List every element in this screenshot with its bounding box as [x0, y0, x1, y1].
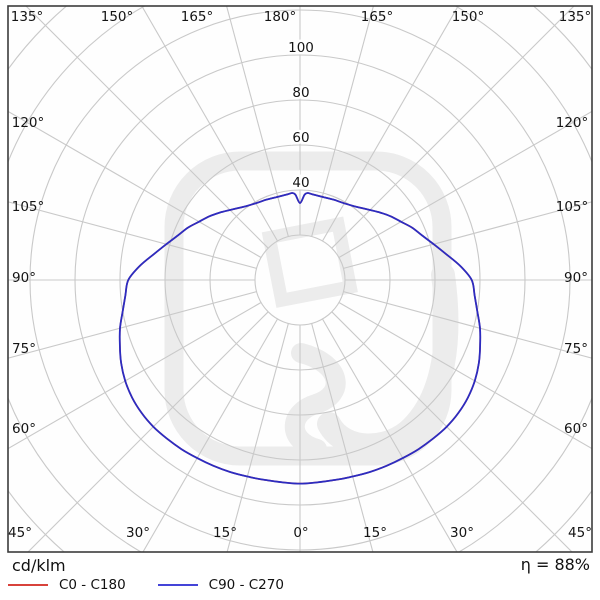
legend-line-c90-c270-swatch	[157, 584, 198, 586]
intensity-curves	[118, 192, 482, 485]
gamma-angle-label: 15°	[213, 525, 237, 541]
radial-scale-label: 60	[292, 130, 309, 146]
legend-label-c90-c270: C90 - C270	[208, 577, 284, 593]
intensity-curve-c90-c270	[118, 192, 482, 485]
gamma-angle-label: 135°	[11, 9, 44, 25]
gamma-angle-label: 135°	[559, 9, 592, 25]
legend: C0 - C180 C90 - C270	[8, 577, 316, 593]
gamma-angle-label: 180°	[264, 9, 297, 25]
gamma-angle-label: 150°	[101, 9, 134, 25]
radial-scale-label: 100	[288, 40, 314, 56]
unit-label: cd/klm	[12, 556, 66, 575]
efficiency-value: η = 88%	[520, 555, 590, 574]
gamma-angle-label: 30°	[450, 525, 474, 541]
gamma-angle-label: 150°	[452, 9, 485, 25]
axis-labels: 135° 150° 165° 180° 165° 150° 135° 120° 105° 90° 7…	[8, 9, 592, 541]
gamma-angle-label: 165°	[361, 9, 394, 25]
gamma-angle-label: 90°	[564, 270, 588, 286]
gamma-angle-label: 75°	[564, 341, 588, 357]
gamma-angle-label: 105°	[12, 199, 45, 215]
legend-line-c0-c180-swatch	[8, 584, 48, 586]
gamma-angle-label: 45°	[8, 525, 32, 541]
gamma-angle-label: 90°	[12, 270, 36, 286]
gamma-angle-label: 75°	[12, 341, 36, 357]
radial-scale-label: 80	[292, 85, 309, 101]
gamma-angle-label: 30°	[126, 525, 150, 541]
gamma-angle-label: 165°	[181, 9, 214, 25]
gamma-angle-label: 15°	[363, 525, 387, 541]
legend-label-c0-c180: C0 - C180	[59, 577, 126, 593]
radial-scale-label: 40	[292, 175, 309, 191]
gamma-angle-label: 60°	[12, 421, 36, 437]
gamma-angle-label: 0°	[293, 525, 308, 541]
gamma-angle-label: 45°	[568, 525, 592, 541]
plot-border	[7, 5, 593, 553]
gamma-angle-label: 120°	[12, 115, 45, 131]
gamma-angle-label: 60°	[564, 421, 588, 437]
gamma-angle-label: 105°	[556, 199, 589, 215]
gamma-angle-label: 120°	[556, 115, 589, 131]
